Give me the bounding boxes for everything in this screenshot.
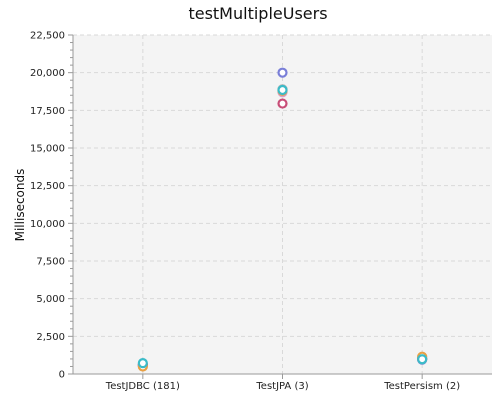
data-point	[277, 98, 288, 109]
y-tick-label: 0	[59, 370, 65, 381]
x-tick-label: TestPersism (2)	[383, 381, 460, 392]
data-point	[417, 354, 428, 365]
x-tick-label: TestJDBC (181)	[105, 381, 180, 392]
axes	[68, 34, 492, 379]
y-tick-label: 10,000	[30, 219, 65, 230]
x-tick-label: TestJPA (3)	[255, 381, 308, 392]
y-tick-label: 7,500	[36, 257, 65, 268]
y-axis-label: Milliseconds	[13, 169, 27, 242]
y-tick-label: 12,500	[30, 181, 65, 192]
data-point	[137, 358, 148, 369]
x-ticks: TestJDBC (181) TestJPA (3) TestPersism (2)	[105, 381, 460, 392]
y-tick-label: 22,500	[30, 31, 65, 42]
y-tick-label: 5,000	[36, 294, 65, 305]
y-tick-label: 20,000	[30, 68, 65, 79]
data-point	[277, 67, 288, 78]
y-tick-label: 15,000	[30, 144, 65, 155]
data-points	[137, 67, 428, 372]
data-point	[277, 84, 288, 96]
y-ticks: 0 2,500 5,000 7,500 10,000 12,500 15,000 17,500…	[30, 31, 65, 381]
chart-title: testMultipleUsers	[188, 4, 327, 23]
y-tick-label: 2,500	[36, 332, 65, 343]
y-tick-label: 17,500	[30, 106, 65, 117]
